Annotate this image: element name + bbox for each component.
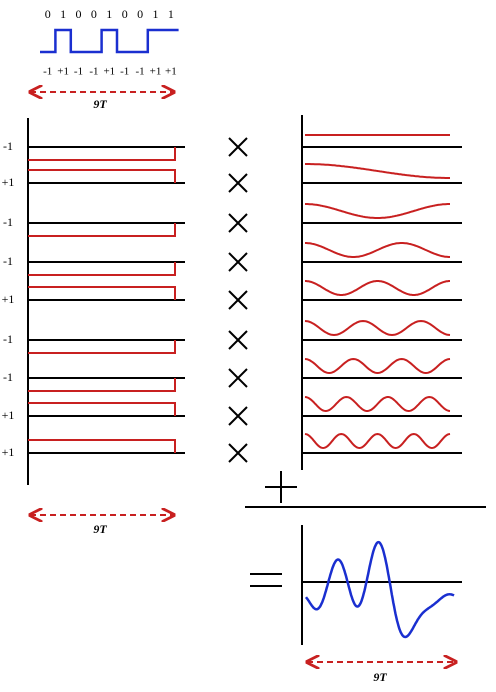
level-label: +1 (57, 66, 69, 78)
row-label: -1 (3, 139, 13, 153)
bit-label: 0 (122, 7, 128, 21)
bit-label: 0 (91, 7, 97, 21)
level-label: +1 (165, 66, 177, 78)
bit-label: 1 (60, 7, 66, 21)
basis-step (28, 378, 176, 392)
row-label: -1 (3, 370, 13, 384)
cosine-wave (305, 163, 450, 179)
cosine-wave (305, 203, 450, 219)
row-label: -1 (3, 254, 13, 268)
span-label: 9T (93, 522, 107, 536)
bit-label: 1 (106, 7, 112, 21)
level-label: -1 (120, 66, 129, 78)
basis-step (28, 169, 176, 183)
level-label: -1 (89, 66, 98, 78)
row-label: +1 (2, 175, 15, 189)
basis-step (28, 286, 176, 300)
row-label: +1 (2, 445, 15, 459)
row-label: +1 (2, 408, 15, 422)
times-sign (228, 213, 248, 233)
cosine-wave (305, 242, 450, 258)
bit-label: 1 (153, 7, 159, 21)
cosine-wave (304, 319, 451, 337)
bit-waveform (40, 28, 179, 54)
level-label: -1 (136, 66, 145, 78)
bit-label: 0 (45, 7, 51, 21)
cosine-wave (304, 357, 451, 375)
row-label: +1 (2, 292, 15, 306)
level-label: -1 (43, 66, 52, 78)
times-sign (228, 252, 248, 272)
cosine-wave (304, 432, 451, 450)
cosine-wave (304, 395, 451, 413)
basis-step (28, 147, 176, 161)
plus-sign (265, 471, 297, 503)
level-label: -1 (74, 66, 83, 78)
level-label: +1 (150, 66, 162, 78)
row-label: -1 (3, 332, 13, 346)
times-sign (228, 290, 248, 310)
basis-step (28, 402, 176, 416)
times-sign (228, 443, 248, 463)
cosine-wave (305, 280, 450, 296)
sum-waveform (304, 540, 455, 639)
times-sign (228, 368, 248, 388)
basis-step (28, 340, 176, 354)
times-sign (228, 330, 248, 350)
bit-label: 0 (76, 7, 82, 21)
equals-sign (250, 573, 282, 587)
span-label: 9T (373, 670, 387, 684)
times-sign (228, 406, 248, 426)
bit-label: 0 (137, 7, 143, 21)
basis-step (28, 262, 176, 276)
basis-step (28, 223, 176, 237)
times-sign (228, 137, 248, 157)
basis-step (28, 439, 176, 453)
row-label: -1 (3, 215, 13, 229)
bit-label: 1 (168, 7, 174, 21)
span-label: 9T (93, 97, 107, 111)
times-sign (228, 173, 248, 193)
level-label: +1 (103, 66, 115, 78)
